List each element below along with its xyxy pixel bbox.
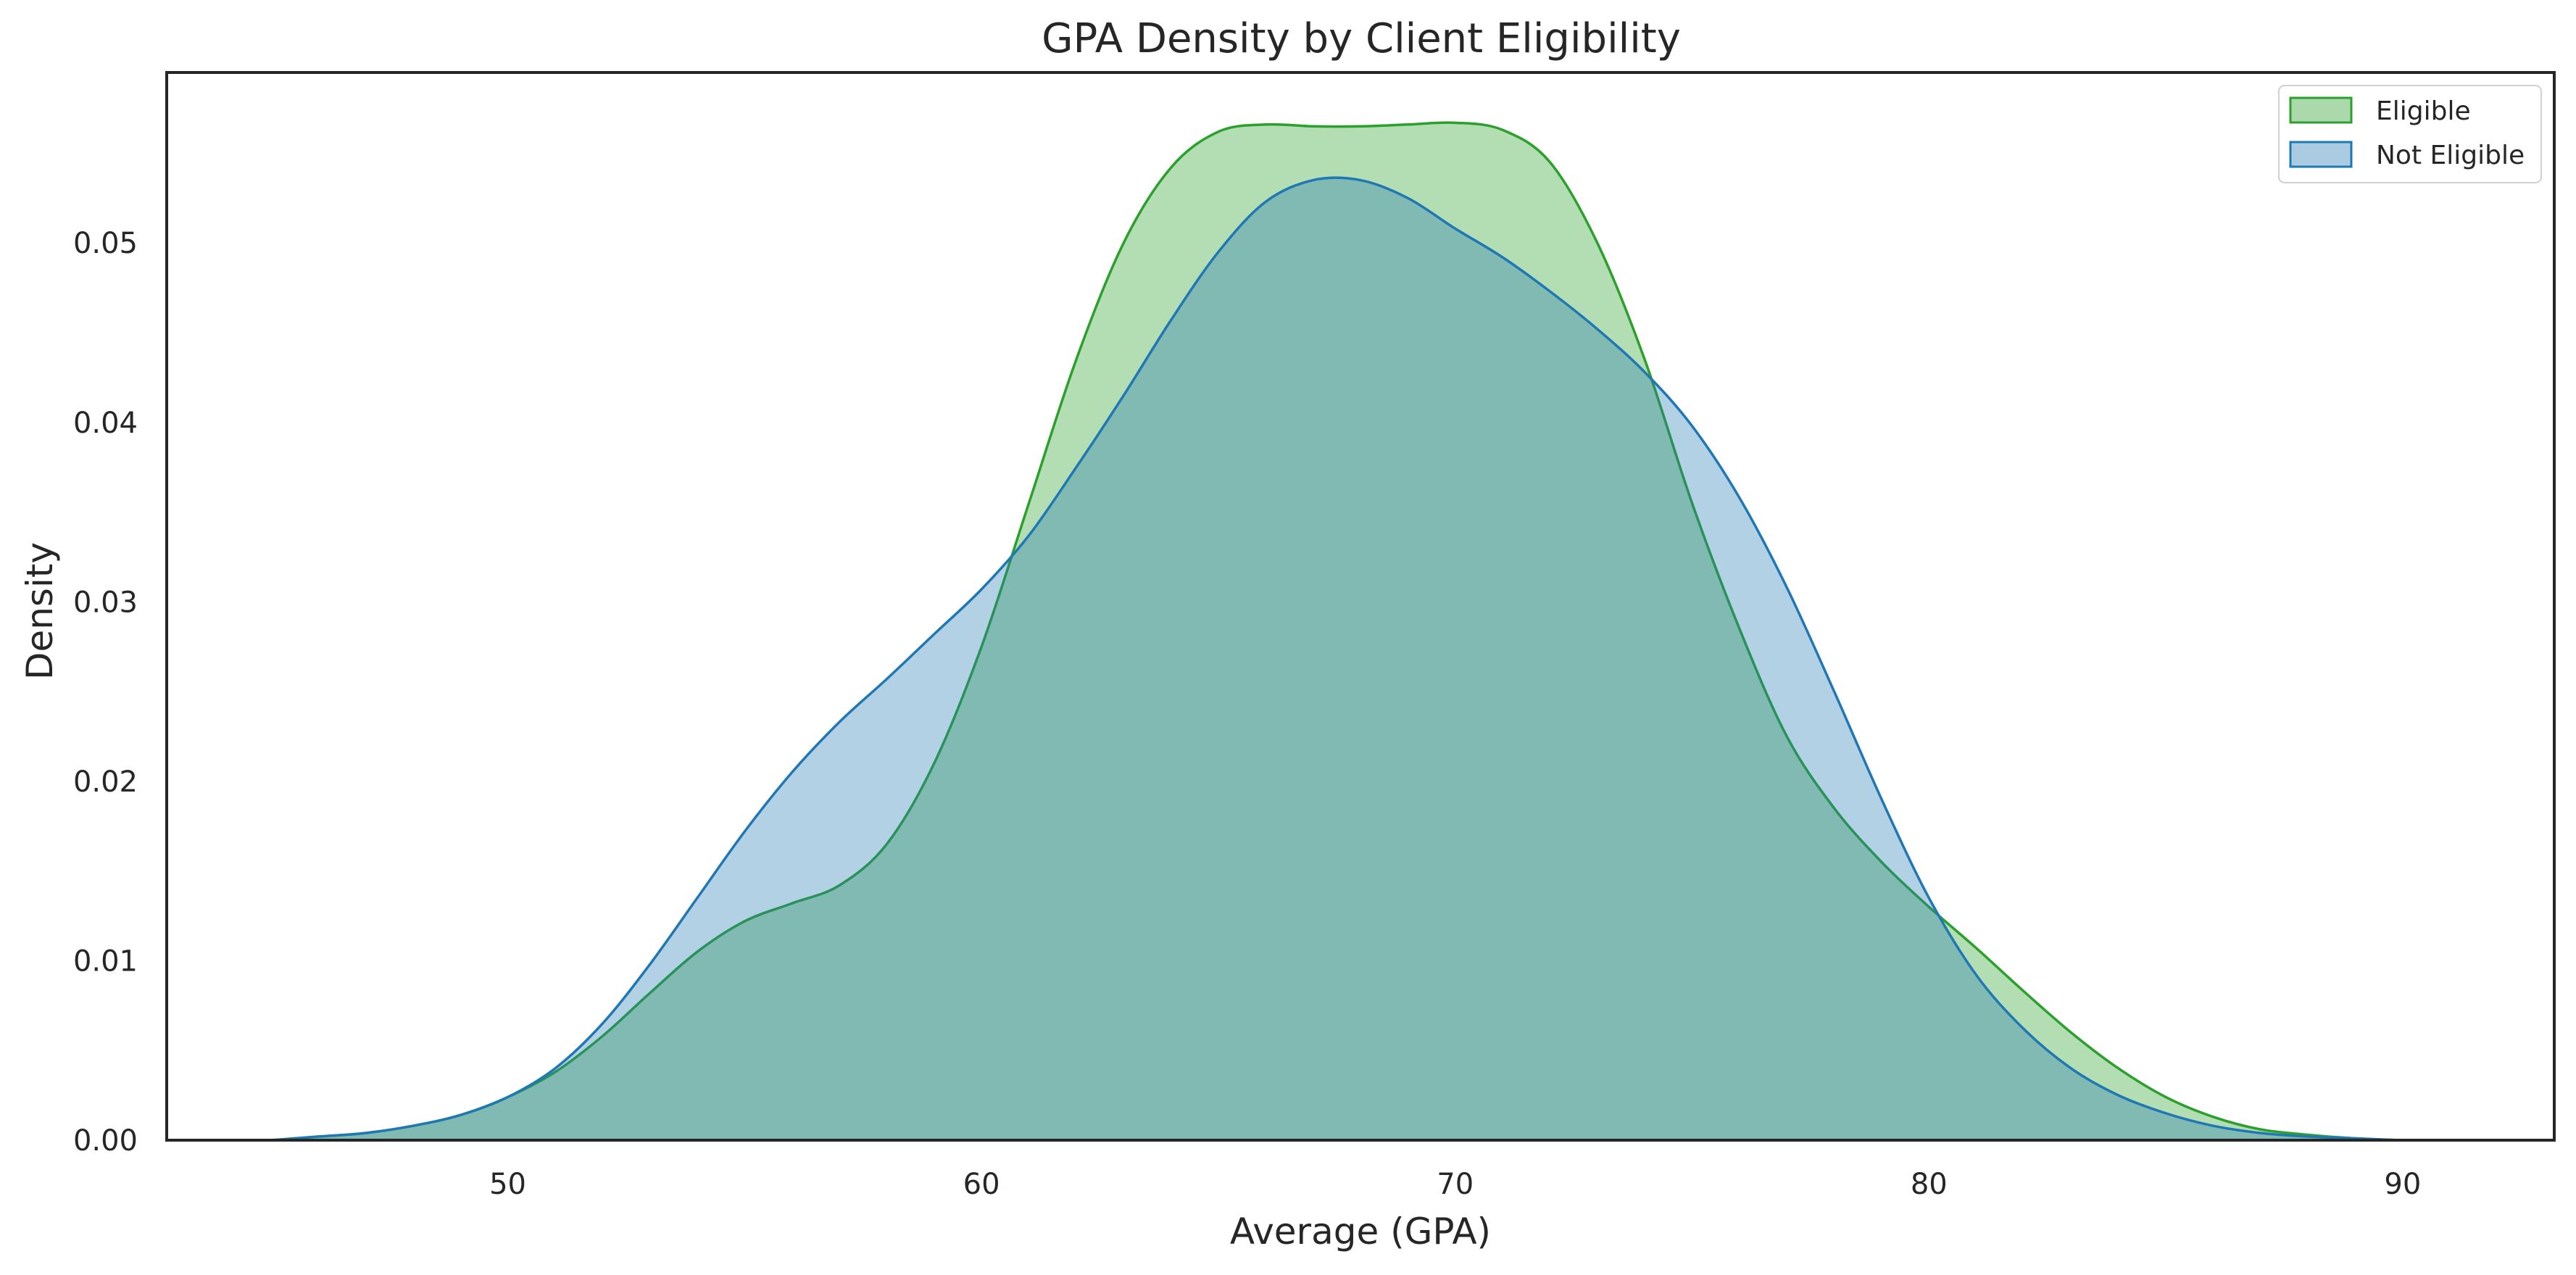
chart-title: GPA Density by Client Eligibility bbox=[1042, 15, 1681, 62]
y-tick-label: 0.04 bbox=[73, 407, 138, 440]
y-axis-title: Density bbox=[19, 542, 61, 680]
x-tick-label: 70 bbox=[1437, 1168, 1474, 1201]
x-tick-label: 50 bbox=[489, 1168, 526, 1201]
x-axis: 50 60 70 80 90 bbox=[489, 1168, 2421, 1201]
y-tick-label: 0.02 bbox=[73, 765, 138, 799]
legend-label-not-eligible: Not Eligible bbox=[2376, 141, 2525, 170]
legend-box bbox=[2278, 85, 2542, 183]
y-axis: 0.00 0.01 0.02 0.03 0.04 0.05 bbox=[73, 227, 138, 1158]
plot-area bbox=[270, 121, 2451, 1142]
plot-frame bbox=[165, 71, 2556, 1142]
line-eligible bbox=[270, 121, 2451, 1142]
legend-swatch-not-eligible bbox=[2289, 141, 2353, 168]
x-tick-label: 80 bbox=[1911, 1168, 1948, 1201]
x-tick-label: 60 bbox=[963, 1168, 1000, 1201]
legend: Eligible Not Eligible bbox=[2278, 85, 2542, 183]
y-tick-label: 0.00 bbox=[73, 1124, 138, 1158]
y-tick-label: 0.01 bbox=[73, 944, 138, 978]
legend-swatch-eligible bbox=[2289, 96, 2353, 124]
legend-label-eligible: Eligible bbox=[2376, 96, 2471, 126]
y-tick-label: 0.03 bbox=[73, 586, 138, 619]
x-tick-label: 90 bbox=[2384, 1168, 2421, 1201]
area-not-eligible bbox=[270, 178, 2451, 1141]
line-not-eligible bbox=[270, 176, 2451, 1142]
x-axis-title: Average (GPA) bbox=[1230, 1210, 1491, 1253]
y-tick-label: 0.05 bbox=[73, 227, 138, 260]
